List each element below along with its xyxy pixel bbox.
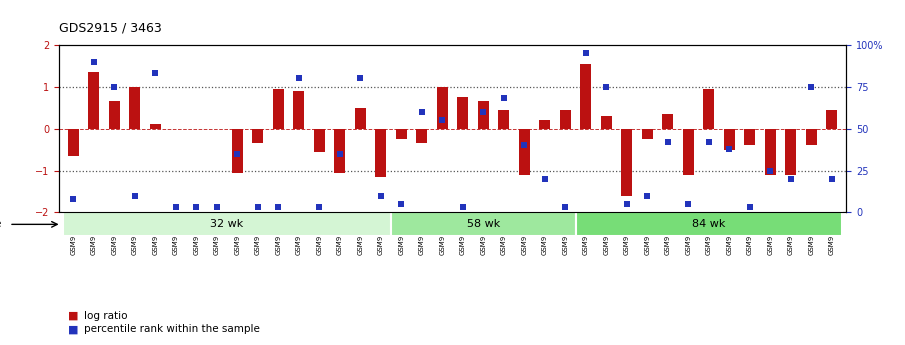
Bar (621, 129, 633, 196)
Bar (355, 108, 366, 129)
Bar (293, 91, 304, 129)
Point (353, 76, 367, 81)
Text: log ratio: log ratio (84, 311, 128, 321)
Bar (457, 97, 469, 129)
Bar (314, 129, 325, 152)
Point (332, 151, 347, 157)
Bar (129, 87, 140, 129)
Point (763, 168, 777, 173)
Point (128, 193, 142, 198)
Bar (642, 129, 653, 139)
Bar (805, 129, 817, 145)
Point (291, 76, 306, 81)
Point (620, 201, 634, 207)
Point (374, 193, 388, 198)
Point (66, 196, 81, 202)
Bar (559, 110, 571, 129)
Bar (63, 213, 391, 236)
Point (168, 205, 183, 210)
Text: ■: ■ (68, 325, 79, 334)
Point (517, 142, 531, 148)
Point (497, 96, 511, 101)
Bar (662, 114, 673, 129)
Point (640, 193, 654, 198)
Point (251, 205, 265, 210)
Bar (436, 87, 448, 129)
Text: GDS2915 / 3463: GDS2915 / 3463 (59, 21, 162, 34)
Bar (826, 110, 837, 129)
Point (435, 118, 450, 123)
Bar (580, 64, 591, 129)
Point (394, 201, 408, 207)
Bar (395, 129, 407, 139)
Bar (149, 124, 161, 129)
Bar (391, 213, 576, 236)
Bar (786, 129, 796, 175)
Point (107, 84, 121, 89)
Point (804, 84, 818, 89)
Point (558, 205, 573, 210)
Text: ■: ■ (68, 311, 79, 321)
Bar (109, 101, 119, 129)
Point (599, 84, 614, 89)
Point (87, 59, 101, 65)
Point (743, 205, 757, 210)
Point (681, 201, 696, 207)
Bar (724, 129, 735, 150)
Point (722, 146, 737, 151)
Bar (765, 129, 776, 175)
Text: 84 wk: 84 wk (692, 219, 726, 229)
Point (784, 176, 798, 181)
Point (701, 139, 716, 145)
Point (312, 205, 327, 210)
Bar (272, 89, 284, 129)
Bar (375, 129, 386, 177)
Bar (498, 110, 510, 129)
Bar (519, 129, 530, 175)
Point (230, 151, 244, 157)
Bar (539, 120, 550, 129)
Point (189, 205, 204, 210)
Bar (88, 72, 100, 129)
Text: percentile rank within the sample: percentile rank within the sample (84, 325, 260, 334)
Bar (416, 129, 427, 143)
Point (271, 205, 285, 210)
Bar (703, 89, 714, 129)
Text: 32 wk: 32 wk (210, 219, 243, 229)
Point (661, 139, 675, 145)
Text: 58 wk: 58 wk (467, 219, 500, 229)
Bar (252, 129, 263, 143)
Text: age: age (0, 219, 2, 229)
Point (209, 205, 224, 210)
Bar (601, 116, 612, 129)
Bar (334, 129, 346, 172)
Point (148, 71, 162, 76)
Bar (232, 129, 243, 172)
Bar (682, 129, 694, 175)
Bar (478, 101, 489, 129)
Point (538, 176, 552, 181)
Bar (576, 213, 842, 236)
Point (414, 109, 429, 115)
Point (455, 205, 470, 210)
Bar (68, 129, 79, 156)
Point (824, 176, 839, 181)
Point (476, 109, 491, 115)
Point (578, 50, 593, 56)
Bar (744, 129, 756, 145)
